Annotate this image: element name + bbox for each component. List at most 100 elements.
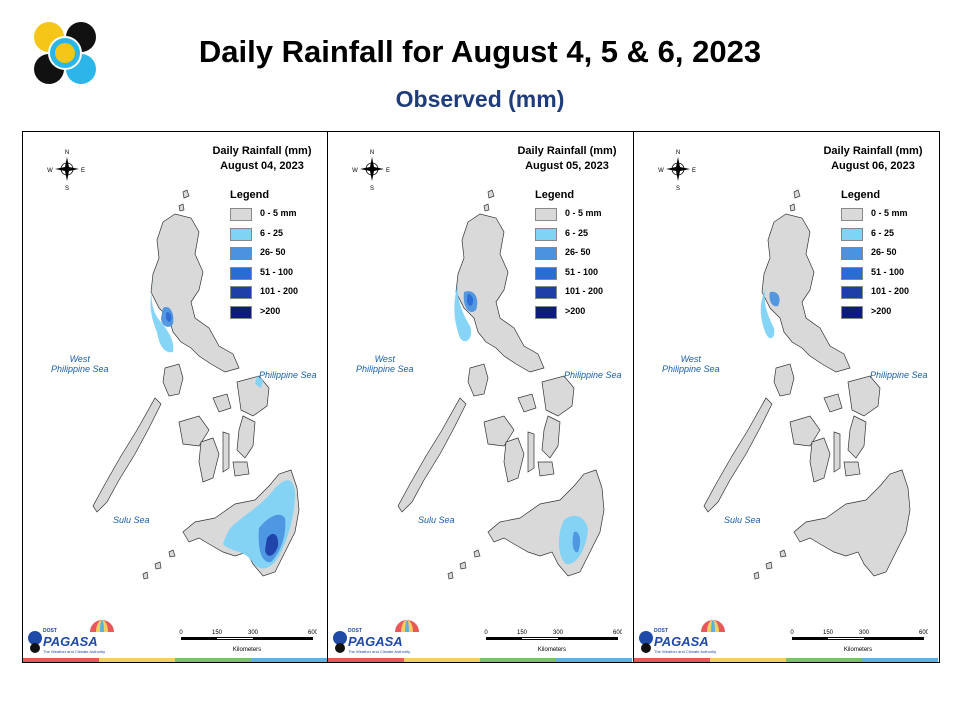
legend-title: Legend	[841, 189, 881, 201]
compass-letter: E	[81, 168, 85, 174]
legend-swatch	[535, 247, 557, 260]
island-shape	[779, 549, 787, 558]
island-shape	[541, 375, 575, 417]
island-shape	[178, 415, 210, 447]
island-shape	[236, 375, 270, 417]
compass-letter: S	[65, 186, 69, 192]
rainfall-area	[454, 284, 472, 342]
compass-letter: E	[386, 168, 390, 174]
map-panel-aug05: N S E W Daily Rainfall (mm) August 05, 2023…	[328, 132, 632, 662]
panel-date: August 04, 2023	[220, 160, 304, 172]
compass-letter: W	[352, 168, 358, 174]
philippine-sea-label: Philippine Sea	[870, 370, 928, 380]
scale-unit-label: Kilometers	[233, 647, 261, 653]
legend-swatch	[841, 247, 863, 260]
island-shape	[773, 363, 795, 397]
pagasa-emblem-icon	[333, 631, 347, 653]
map-panel-aug06: N S E W Daily Rainfall (mm) August 06, 2023…	[634, 132, 938, 662]
island-shape	[162, 363, 184, 397]
island-shape	[527, 431, 535, 473]
scale-tick-label: 0	[790, 630, 794, 636]
island-shape	[487, 189, 495, 199]
compass-letter: W	[47, 168, 53, 174]
legend-swatch	[230, 227, 252, 241]
island-shape	[467, 363, 489, 397]
island-shape	[483, 203, 490, 212]
legend-title: Legend	[230, 189, 270, 201]
scale-tick-label: 150	[823, 630, 834, 636]
legend-label: 26- 50	[260, 247, 286, 257]
island-shape	[483, 415, 515, 447]
legend-swatch	[841, 305, 863, 319]
island-shape	[92, 397, 162, 513]
legend-label: >200	[871, 305, 892, 316]
legend-label: 26- 50	[871, 247, 897, 257]
island-shape	[150, 213, 240, 373]
legend-label: 0 - 5 mm	[871, 208, 908, 218]
island-shape	[843, 461, 861, 477]
philippines-map: N S E W	[47, 150, 300, 580]
island-shape	[459, 561, 467, 570]
island-shape	[833, 431, 841, 473]
scale-tick-label: 600	[919, 630, 928, 636]
rainfall-area	[760, 288, 775, 339]
scale-bar: 0 150 300 600 Kilometers	[478, 627, 623, 657]
island-shape	[793, 469, 911, 577]
sulu-sea-label: Sulu Sea	[418, 515, 455, 525]
legend-label: 51 - 100	[260, 266, 294, 277]
island-shape	[178, 203, 185, 212]
legend-label: 101 - 200	[871, 286, 910, 296]
philippine-sea-label: Philippine Sea	[564, 370, 622, 380]
island-shape	[487, 469, 605, 577]
island-shape	[703, 397, 773, 513]
west-philippine-sea-label: West Philippine Sea	[662, 354, 720, 374]
island-shape	[789, 415, 821, 447]
scale-bar: 0 150 300 600 Kilometers	[173, 627, 318, 657]
panel-title: Daily Rainfall (mm)	[823, 145, 923, 157]
legend-swatch	[535, 227, 557, 241]
color-strip	[23, 658, 327, 662]
rainfall-area	[769, 291, 780, 307]
compass-rose-icon: N S E W	[47, 150, 85, 192]
island-shape	[793, 189, 801, 199]
scale-tick-label: 600	[613, 630, 622, 636]
island-shape	[142, 571, 149, 580]
panel-date: August 05, 2023	[525, 160, 609, 172]
legend-swatch	[535, 305, 557, 319]
scale-tick-label: 600	[308, 630, 317, 636]
pagasa-logo: DOST PAGASA The Weather and Climate Auth…	[638, 618, 728, 654]
sulu-sea-label: Sulu Sea	[113, 515, 150, 525]
legend-title: Legend	[535, 189, 575, 201]
compass-letter: E	[692, 168, 696, 174]
legend-swatch	[230, 286, 252, 299]
scale-tick-label: 300	[553, 630, 564, 636]
rainfall-area	[255, 376, 263, 388]
legend-label: 101 - 200	[260, 286, 299, 296]
rainfall-area	[150, 282, 174, 353]
legend-swatch	[841, 227, 863, 241]
island-shape	[168, 549, 176, 558]
legend-label: 6 - 25	[260, 227, 284, 238]
panel-divider	[327, 132, 328, 662]
payong-umbrella-icon	[701, 620, 725, 632]
scale-tick-label: 0	[179, 630, 183, 636]
legend-swatch	[230, 247, 252, 260]
panel-title: Daily Rainfall (mm)	[517, 145, 617, 157]
legend-swatch	[230, 208, 252, 221]
legend-swatch	[535, 286, 557, 299]
rainfall-area	[572, 531, 581, 553]
color-strip	[634, 658, 938, 662]
legend-label: >200	[565, 305, 586, 316]
panel-divider	[633, 132, 634, 662]
island-shape	[765, 561, 773, 570]
legend-label: 101 - 200	[565, 286, 604, 296]
island-shape	[823, 393, 843, 413]
scale-tick-label: 150	[212, 630, 223, 636]
island-shape	[789, 203, 796, 212]
payong-umbrella-icon	[90, 620, 114, 632]
pagasa-logo: DOST PAGASA The Weather and Climate Auth…	[27, 618, 117, 654]
legend-label: >200	[260, 305, 281, 316]
island-shape	[397, 397, 467, 513]
compass-letter: W	[658, 168, 664, 174]
compass-letter: N	[65, 150, 69, 156]
